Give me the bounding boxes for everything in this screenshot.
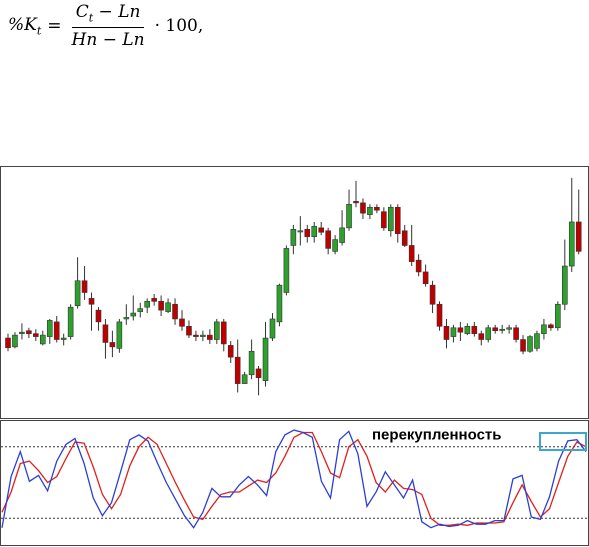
bearish-candle xyxy=(5,337,11,349)
bearish-candle xyxy=(255,368,262,379)
bearish-candle xyxy=(492,327,499,332)
bearish-candle xyxy=(158,301,164,311)
bullish-candle xyxy=(346,204,352,229)
bullish-candle xyxy=(214,321,220,340)
bearish-candle xyxy=(381,211,387,229)
formula-denominator: Hn − Ln xyxy=(71,29,145,50)
bullish-candle xyxy=(269,318,276,339)
bullish-candle xyxy=(12,334,18,348)
overbought-label: перекупленность xyxy=(372,427,502,444)
bullish-candle xyxy=(332,239,338,252)
bearish-candle xyxy=(81,280,88,293)
bearish-candle xyxy=(179,318,185,327)
bullish-candle xyxy=(144,301,150,308)
bearish-candle xyxy=(429,284,436,305)
bearish-candle xyxy=(102,324,109,343)
bullish-candle xyxy=(123,317,130,320)
bullish-candle xyxy=(248,350,255,376)
candlestick-price-chart xyxy=(0,166,589,419)
bullish-candle xyxy=(485,327,492,340)
bearish-candle xyxy=(26,330,32,334)
formula-multiplier: · 100, xyxy=(154,16,204,36)
bullish-candle xyxy=(19,331,25,334)
stochastic-formula: %Kt = Ct − Ln Hn − Ln · 100, xyxy=(8,2,203,50)
bullish-candle xyxy=(541,324,547,334)
bullish-candle xyxy=(311,226,318,237)
bearish-candle xyxy=(95,309,102,323)
bearish-candle xyxy=(234,356,241,384)
bearish-candle xyxy=(318,227,325,233)
bearish-candle xyxy=(360,202,366,214)
bullish-candle xyxy=(568,221,575,267)
bullish-candle xyxy=(276,284,283,323)
bearish-candle xyxy=(353,201,359,204)
bullish-candle xyxy=(464,325,471,334)
bullish-candle xyxy=(116,321,123,349)
bullish-candle xyxy=(46,320,53,337)
bearish-candle xyxy=(520,339,526,352)
bearish-candle xyxy=(33,333,39,337)
bearish-candle xyxy=(172,303,178,320)
bearish-candle xyxy=(220,321,227,345)
bullish-candle xyxy=(450,327,457,337)
formula-numerator: Ct − Ln xyxy=(71,2,145,28)
percent-k-line xyxy=(1,429,587,529)
bearish-candle xyxy=(408,245,415,262)
bearish-candle xyxy=(422,271,429,284)
bullish-candle xyxy=(283,248,290,293)
stochastic-oscillator-chart: перекупленность xyxy=(0,420,589,546)
bullish-candle xyxy=(165,302,171,312)
price-chart-frame xyxy=(0,166,589,419)
bullish-candle xyxy=(137,308,144,312)
candles-group xyxy=(5,177,582,396)
bearish-candle xyxy=(186,325,192,336)
bullish-candle xyxy=(339,227,345,243)
bullish-candle xyxy=(290,229,297,246)
bearish-candle xyxy=(415,259,422,273)
bullish-candle xyxy=(387,206,394,232)
bearish-candle xyxy=(207,334,213,340)
bearish-candle xyxy=(471,325,478,334)
bearish-candle xyxy=(513,327,519,340)
bearish-candle xyxy=(443,325,450,340)
formula-fraction: Ct − Ln Hn − Ln xyxy=(68,2,149,49)
bullish-candle xyxy=(499,328,505,331)
bearish-candle xyxy=(436,303,443,327)
bullish-candle xyxy=(200,334,206,337)
bullish-candle xyxy=(39,334,46,345)
bullish-candle xyxy=(241,374,248,384)
bearish-candle xyxy=(227,345,234,358)
bearish-candle xyxy=(151,298,157,302)
bearish-candle xyxy=(304,229,311,237)
formula-lhs: %Kt xyxy=(8,14,42,38)
bullish-candle xyxy=(74,280,81,307)
bullish-candle xyxy=(367,206,373,215)
bearish-candle xyxy=(88,298,95,305)
bullish-candle xyxy=(506,327,512,330)
bullish-candle xyxy=(297,230,304,233)
bearish-candle xyxy=(575,221,582,252)
bullish-candle xyxy=(527,336,533,352)
bearish-candle xyxy=(394,206,401,235)
bullish-candle xyxy=(60,337,67,340)
bearish-candle xyxy=(325,230,331,249)
bullish-candle xyxy=(67,306,74,337)
bullish-candle xyxy=(534,333,540,349)
bullish-candle xyxy=(555,303,561,329)
overbought-highlight-box xyxy=(539,432,587,451)
bearish-candle xyxy=(193,334,199,337)
bullish-candle xyxy=(262,337,269,381)
bearish-candle xyxy=(401,230,408,246)
bearish-candle xyxy=(548,324,554,329)
bearish-candle xyxy=(457,327,464,333)
bearish-candle xyxy=(478,333,485,340)
bullish-candle xyxy=(561,265,568,305)
bearish-candle xyxy=(109,342,116,348)
formula-equals: = xyxy=(47,16,62,36)
bearish-candle xyxy=(53,321,60,340)
bullish-candle xyxy=(130,312,137,317)
bearish-candle xyxy=(374,206,380,211)
